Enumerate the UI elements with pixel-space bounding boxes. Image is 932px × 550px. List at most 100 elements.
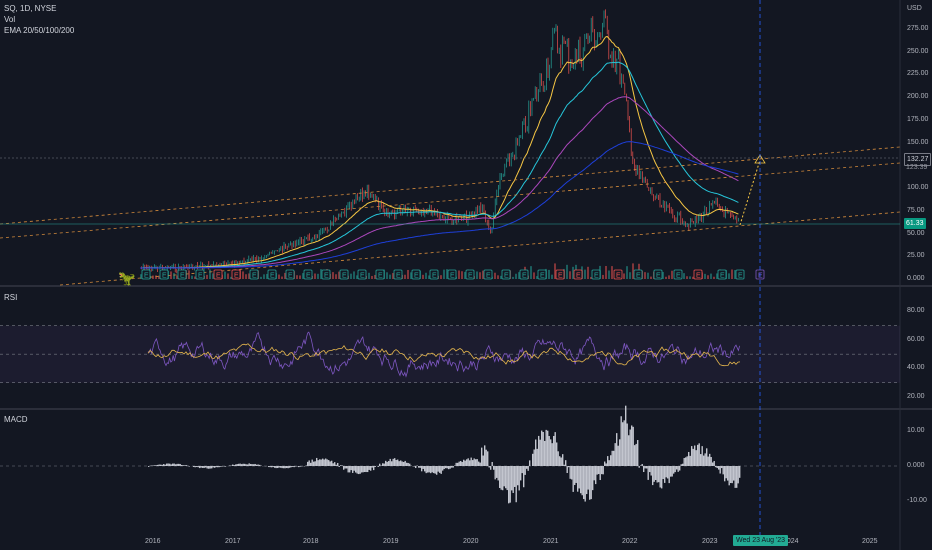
macd-hist-bar [640, 465, 642, 466]
macd-hist-bar [706, 448, 708, 466]
macd-hist-bar [548, 436, 550, 466]
earnings-marker [483, 269, 493, 280]
volume-bar [611, 266, 613, 279]
macd-hist-bar [515, 466, 517, 503]
macd-pane-label[interactable]: MACD [4, 415, 28, 424]
macd-hist-bar [580, 466, 582, 494]
volume-bar [206, 274, 208, 279]
macd-hist-bar [616, 433, 618, 466]
macd-hist-bar [442, 466, 444, 471]
macd-hist-bar [163, 464, 165, 466]
macd-hist-bar [284, 466, 286, 469]
vol-indicator-label[interactable]: Vol [4, 15, 16, 24]
macd-hist-bar [167, 463, 169, 466]
macd-hist-bar [379, 463, 381, 466]
macd-hist-bar [193, 466, 195, 467]
macd-hist-bar [221, 466, 223, 467]
macd-hist-bar [518, 466, 520, 491]
macd-hist-bar [172, 463, 174, 466]
macd-hist-bar [310, 462, 312, 466]
ema-indicator-label[interactable]: EMA 20/50/100/200 [4, 26, 75, 35]
volume-bar [266, 273, 268, 279]
macd-hist-bar [701, 446, 703, 466]
macd-hist-bar [250, 463, 252, 466]
macd-hist-bar [475, 459, 477, 466]
macd-hist-bar [421, 466, 423, 472]
volume-bar [332, 272, 334, 279]
volume-bar [515, 273, 517, 279]
macd-hist-bar [535, 439, 537, 466]
macd-hist-bar [179, 463, 181, 466]
volume-bar [476, 271, 478, 279]
volume-bar [296, 275, 298, 279]
macd-hist-bar [154, 465, 156, 466]
macd-hist-bar [710, 457, 712, 466]
macd-hist-bar [452, 466, 454, 468]
macd-hist-bar [731, 466, 733, 484]
volume-bar [494, 272, 496, 279]
macd-hist-bar [281, 466, 283, 469]
volume-bar [566, 264, 568, 279]
macd-hist-bar [496, 466, 498, 478]
macd-hist-bar [269, 466, 271, 468]
macd-hist-bar [224, 466, 226, 467]
macd-hist-bar [406, 462, 408, 466]
volume-bar [461, 271, 463, 279]
macd-hist-bar [500, 466, 502, 490]
macd-hist-bar [403, 462, 405, 466]
macd-hist-bar [491, 461, 493, 466]
volume-bar [569, 271, 571, 279]
volume-bar [584, 269, 586, 279]
macd-hist-bar [175, 464, 177, 466]
macd-hist-bar [587, 466, 589, 490]
macd-hist-bar [691, 446, 693, 466]
macd-hist-bar [488, 466, 490, 468]
volume-bar [716, 273, 718, 279]
macd-hist-bar [649, 466, 651, 473]
earnings-marker-label: E [656, 273, 661, 280]
macd-hist-bar [650, 466, 652, 476]
macd-hist-bar [661, 466, 663, 489]
macd-hist-bar [169, 463, 171, 466]
macd-hist-bar [253, 464, 255, 466]
macd-hist-bar [526, 466, 528, 469]
macd-hist-bar [335, 464, 337, 466]
macd-hist-bar [506, 466, 508, 491]
rsi-pane-label[interactable]: RSI [4, 293, 18, 302]
year-tick-label: 2017 [225, 538, 241, 545]
symbol-title[interactable]: SQ, 1D, NYSE [4, 4, 57, 13]
macd-hist-bar [736, 466, 738, 488]
macd-hist-bar [707, 456, 709, 466]
volume-bar [572, 266, 574, 279]
volume-bar [446, 269, 448, 279]
earnings-marker [519, 269, 529, 280]
macd-hist-bar [329, 461, 331, 466]
macd-hist-bar [331, 460, 333, 466]
macd-hist-bar [283, 466, 285, 469]
macd-hist-bar [182, 465, 184, 466]
macd-hist-bar [668, 466, 670, 484]
year-tick-label: 2021 [543, 538, 559, 545]
macd-hist-bar [451, 466, 453, 468]
macd-hist-bar [556, 442, 558, 466]
volume-bar [368, 272, 370, 279]
macd-hist-bar [215, 466, 217, 468]
macd-hist-bar [328, 460, 330, 466]
macd-hist-bar [485, 449, 487, 466]
macd-hist-bar [428, 466, 430, 473]
macd-hist-bar [155, 465, 157, 466]
volume-bar [281, 276, 283, 279]
earnings-marker [429, 269, 439, 280]
trend-line [0, 162, 901, 239]
macd-hist-bar [646, 466, 648, 469]
macd-hist-bar [655, 466, 657, 480]
macd-hist-bar [337, 462, 339, 466]
macd-hist-bar [596, 466, 598, 475]
volume-bar [173, 273, 175, 279]
volume-bar [650, 276, 652, 279]
earnings-marker [393, 269, 403, 280]
macd-hist-bar [434, 466, 436, 474]
macd-hist-bar [715, 466, 717, 468]
macd-hist-bar [527, 466, 529, 471]
